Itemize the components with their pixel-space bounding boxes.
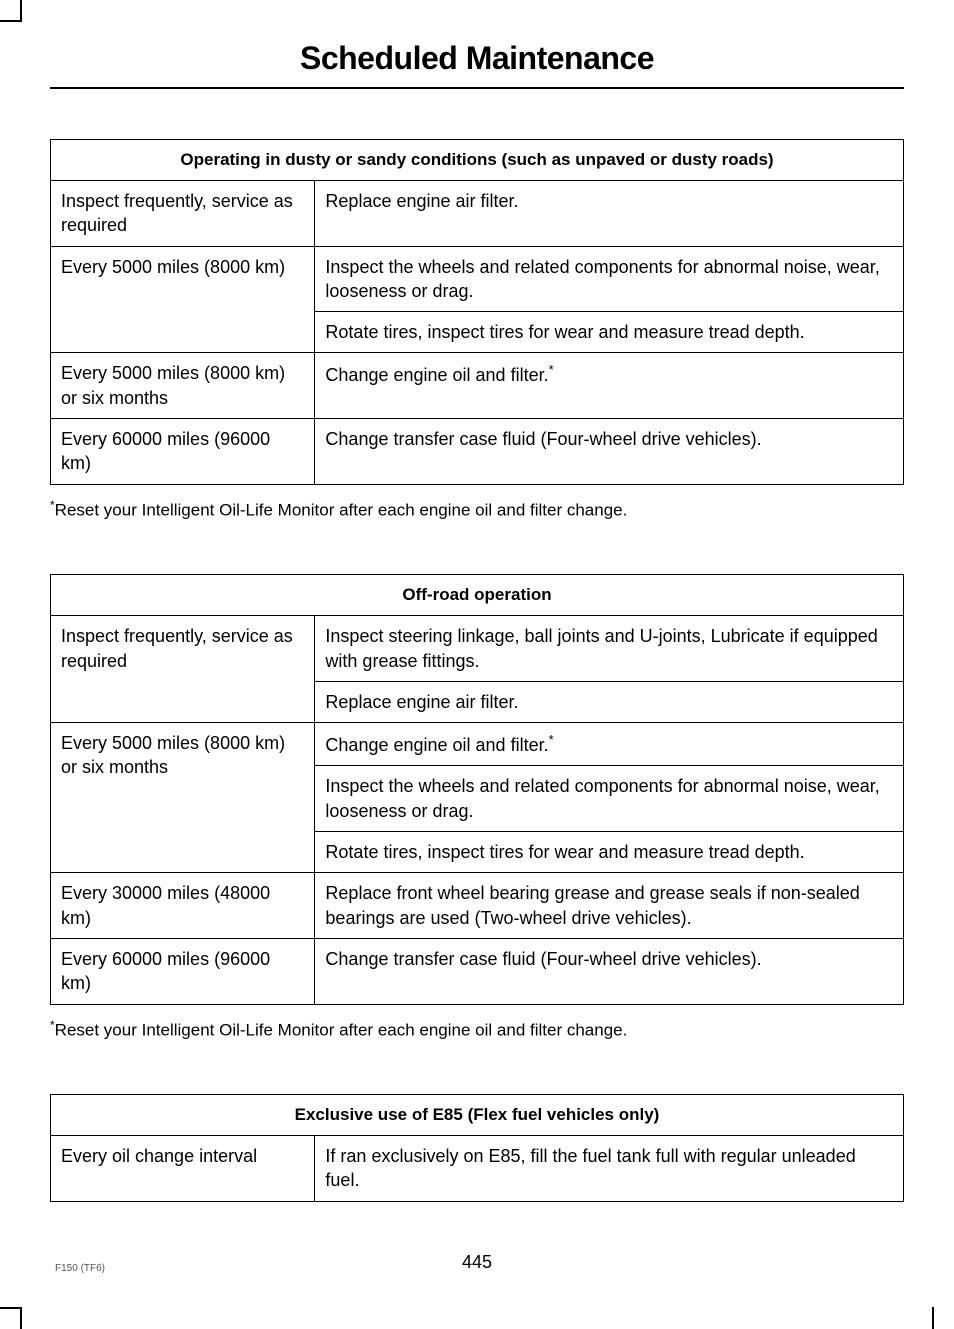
footnote-2: *Reset your Intelligent Oil-Life Monitor… — [50, 1017, 904, 1043]
table-cell-action: Change engine oil and filter.* — [315, 723, 904, 766]
table-cell-action: Change engine oil and filter.* — [315, 353, 904, 419]
footnote-1: *Reset your Intelligent Oil-Life Monitor… — [50, 497, 904, 523]
title-underline — [50, 87, 904, 89]
table-row: Inspect frequently, service as required … — [51, 181, 904, 247]
table-header-row: Operating in dusty or sandy conditions (… — [51, 140, 904, 181]
table-cell-action: Change transfer case fluid (Four-wheel d… — [315, 419, 904, 485]
table-cell-action: Replace engine air filter. — [315, 681, 904, 722]
table-header: Exclusive use of E85 (Flex fuel vehicles… — [51, 1095, 904, 1136]
table-cell-frequency: Every 30000 miles (48000 km) — [51, 873, 315, 939]
table-e85: Exclusive use of E85 (Flex fuel vehicles… — [50, 1094, 904, 1202]
table-header: Operating in dusty or sandy conditions (… — [51, 140, 904, 181]
table-cell-action: Inspect the wheels and related component… — [315, 246, 904, 312]
table-cell-action: Replace engine air filter. — [315, 181, 904, 247]
table-row: Every 5000 miles (8000 km) or six months… — [51, 723, 904, 766]
table-row: Every 60000 miles (96000 km) Change tran… — [51, 419, 904, 485]
table-cell-action: Replace front wheel bearing grease and g… — [315, 873, 904, 939]
table-cell-frequency: Inspect frequently, service as required — [51, 616, 315, 723]
crop-mark-bottom-left — [0, 1299, 30, 1329]
table-row: Every 5000 miles (8000 km) Inspect the w… — [51, 246, 904, 312]
table-header-row: Off-road operation — [51, 575, 904, 616]
table-cell-action: Rotate tires, inspect tires for wear and… — [315, 832, 904, 873]
table-cell-action: Inspect steering linkage, ball joints an… — [315, 616, 904, 682]
footnote-text: Reset your Intelligent Oil-Life Monitor … — [55, 500, 628, 519]
table-cell-action: If ran exclusively on E85, fill the fuel… — [315, 1136, 904, 1202]
crop-mark-top-left — [0, 0, 30, 30]
table-off-road: Off-road operation Inspect frequently, s… — [50, 574, 904, 1004]
table-row: Every 30000 miles (48000 km) Replace fro… — [51, 873, 904, 939]
table-cell-frequency: Every 5000 miles (8000 km) or six months — [51, 723, 315, 873]
table-cell-frequency: Every 60000 miles (96000 km) — [51, 938, 315, 1004]
footnote-ref: * — [549, 362, 554, 377]
table-cell-action: Change transfer case fluid (Four-wheel d… — [315, 938, 904, 1004]
table-cell-action: Rotate tires, inspect tires for wear and… — [315, 312, 904, 353]
page-title: Scheduled Maintenance — [50, 40, 904, 77]
table-header-row: Exclusive use of E85 (Flex fuel vehicles… — [51, 1095, 904, 1136]
table-cell-frequency: Every 5000 miles (8000 km) — [51, 246, 315, 353]
footnote-text: Reset your Intelligent Oil-Life Monitor … — [55, 1020, 628, 1039]
footnote-ref: * — [549, 732, 554, 747]
table-dusty-conditions: Operating in dusty or sandy conditions (… — [50, 139, 904, 485]
table-cell-frequency: Every oil change interval — [51, 1136, 315, 1202]
page-number: 445 — [50, 1252, 904, 1273]
table-row: Every 60000 miles (96000 km) Change tran… — [51, 938, 904, 1004]
footer-code: F150 (TF6) — [55, 1263, 105, 1274]
table-cell-frequency: Every 5000 miles (8000 km) or six months — [51, 353, 315, 419]
table-row: Every 5000 miles (8000 km) or six months… — [51, 353, 904, 419]
table-cell-action: Inspect the wheels and related component… — [315, 766, 904, 832]
crop-mark-bottom-right — [924, 1299, 954, 1329]
table-row: Inspect frequently, service as required … — [51, 616, 904, 682]
table-header: Off-road operation — [51, 575, 904, 616]
table-cell-frequency: Every 60000 miles (96000 km) — [51, 419, 315, 485]
table-cell-frequency: Inspect frequently, service as required — [51, 181, 315, 247]
action-text: Change engine oil and filter. — [325, 735, 548, 755]
table-row: Every oil change interval If ran exclusi… — [51, 1136, 904, 1202]
action-text: Change engine oil and filter. — [325, 365, 548, 385]
